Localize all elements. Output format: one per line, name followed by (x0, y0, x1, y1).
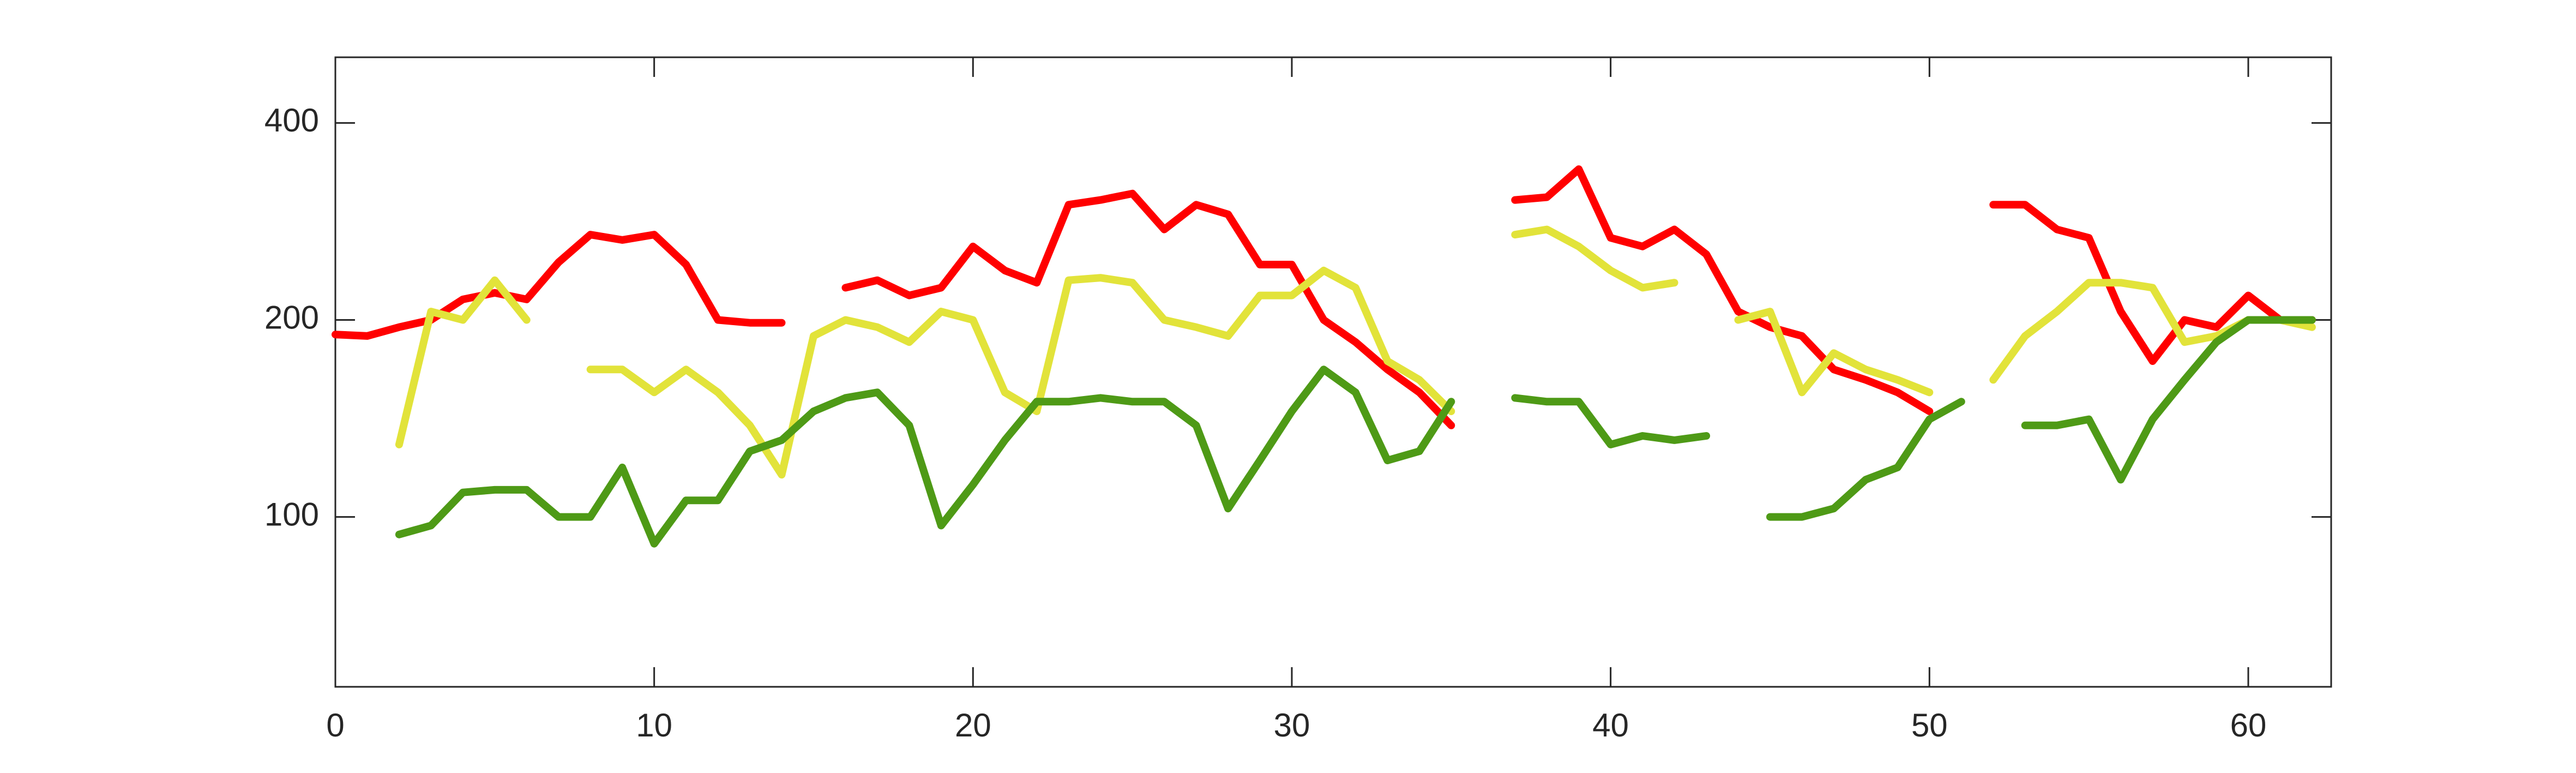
x-tick-label: 50 (1911, 707, 1948, 744)
y-tick-label: 200 (264, 299, 319, 335)
y-tick-label: 400 (264, 102, 319, 139)
data-line (332, 165, 2316, 429)
x-tick-label: 30 (1274, 707, 1310, 744)
y-tick-label: 100 (264, 496, 319, 532)
x-tick-label: 60 (2230, 707, 2267, 744)
data-line (395, 316, 2316, 548)
x-tick-label: 40 (1592, 707, 1629, 744)
x-tick-label: 10 (636, 707, 672, 744)
x-tick-label: 20 (955, 707, 991, 744)
data-line (395, 225, 2316, 479)
x-tick-label: 0 (326, 707, 344, 744)
